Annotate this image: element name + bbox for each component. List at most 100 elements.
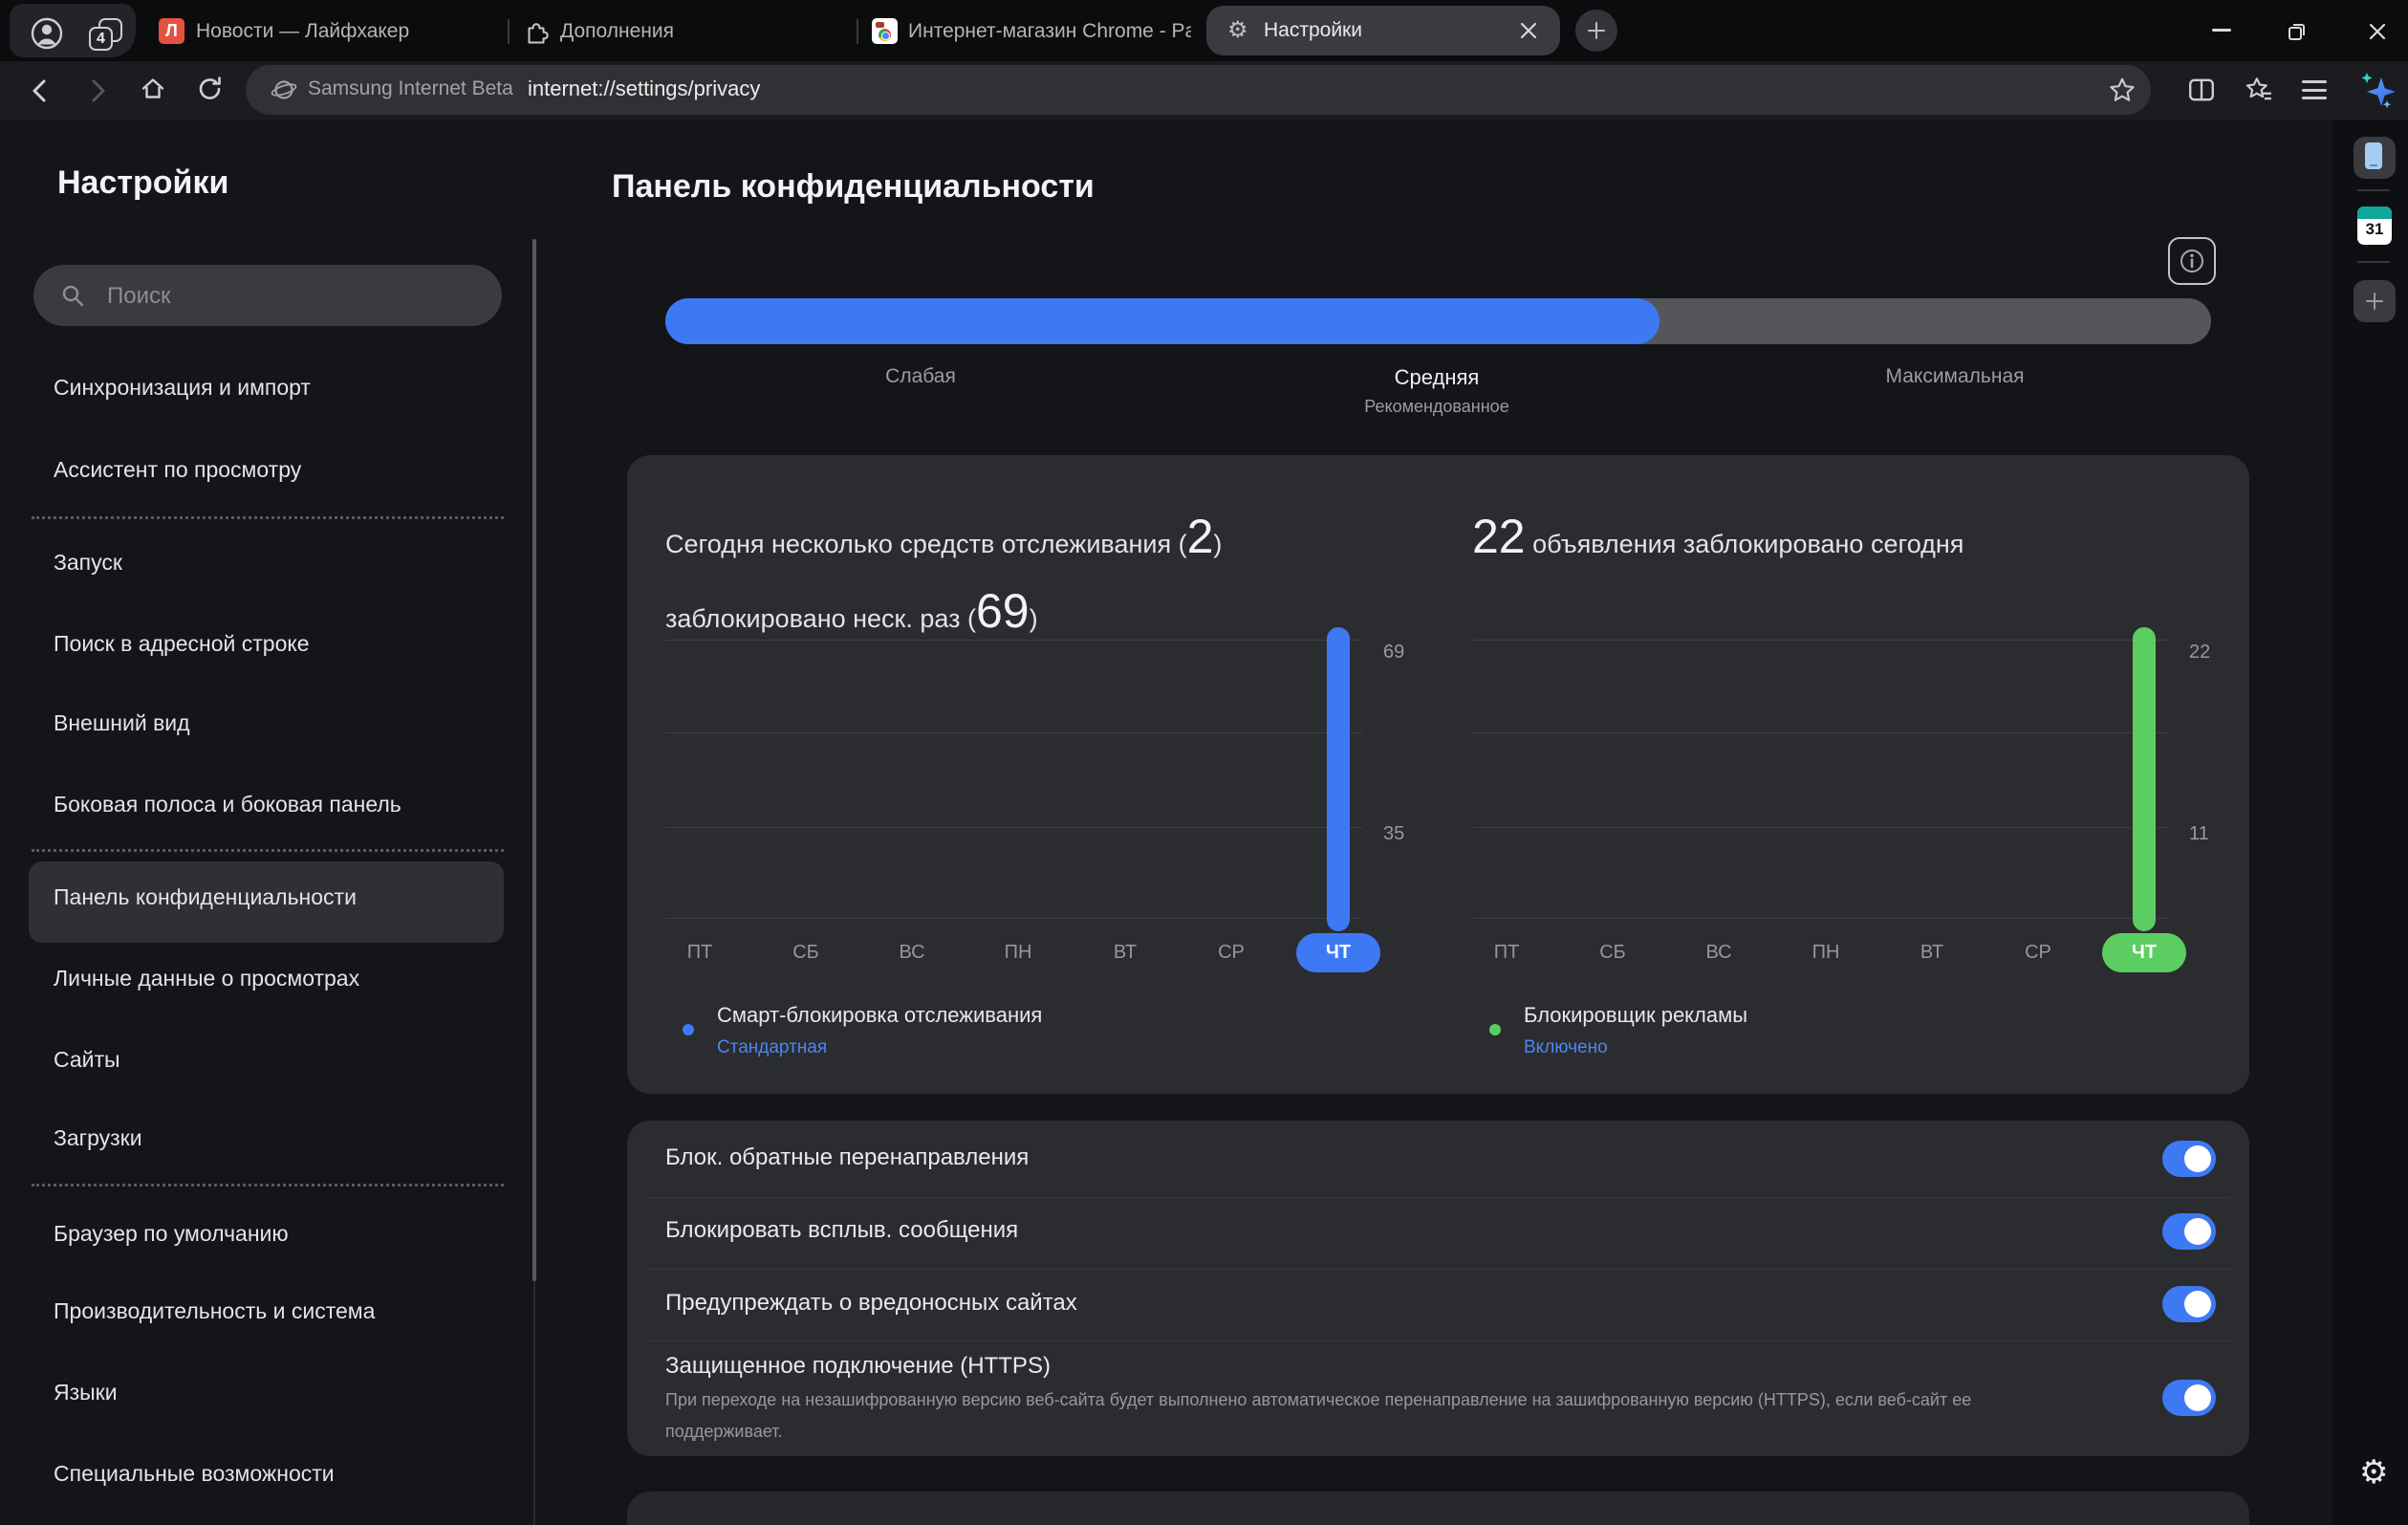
tab-strip: 4 Л Новости — Лайфхакер Дополнения Интер… xyxy=(0,0,2408,61)
ai-sparkles-icon[interactable] xyxy=(2357,71,2396,109)
bookmarks-list-icon[interactable] xyxy=(2245,76,2273,104)
sidebar-item-performance[interactable]: Производительность и система xyxy=(54,1298,376,1323)
legend-smart-antitracking: Смарт-блокировка отслеживания xyxy=(717,1003,1043,1027)
gridline xyxy=(1472,640,2168,641)
samsung-internet-icon xyxy=(271,80,297,99)
trackers-chart-title: Сегодня несколько средств отслеживания (… xyxy=(665,503,1222,652)
sidebar-item-default-browser[interactable]: Браузер по умолчанию xyxy=(54,1221,289,1246)
day-label: ПН xyxy=(1004,942,1032,963)
tab-count-button[interactable]: 4 xyxy=(88,17,122,51)
day-label: ВС xyxy=(899,942,925,963)
split-view-icon[interactable] xyxy=(2187,76,2216,104)
day-pill-thursday: ЧТ xyxy=(1296,933,1380,972)
legend-dot-green xyxy=(1489,1024,1501,1035)
info-button[interactable] xyxy=(2168,237,2216,285)
legend-ad-blocker-status[interactable]: Включено xyxy=(1524,1037,1608,1057)
sidebar-item-appearance[interactable]: Внешний вид xyxy=(54,710,190,735)
add-panel-button[interactable] xyxy=(2354,280,2396,322)
sidebar-item-privacy-dashboard[interactable]: Панель конфиденциальности xyxy=(54,884,357,909)
sidebar-item-address-search[interactable]: Поиск в адресной строке xyxy=(54,631,310,656)
toggle-label-redirects: Блок. обратные перенаправления xyxy=(665,1144,1030,1170)
sidebar-item-languages[interactable]: Языки xyxy=(54,1380,118,1405)
privacy-level-slider[interactable] xyxy=(665,298,2211,344)
restore-button[interactable] xyxy=(2287,21,2308,42)
slider-label-medium[interactable]: Средняя xyxy=(1394,365,1480,389)
close-window-button[interactable] xyxy=(2367,21,2388,42)
close-tab-icon[interactable] xyxy=(1518,20,1539,41)
trackers-title-text3: заблокировано неск. раз ( xyxy=(665,604,976,633)
url-bar[interactable]: Samsung Internet Beta internet://setting… xyxy=(246,65,2151,115)
trackers-title-text2: ) xyxy=(1213,530,1223,558)
toggle-warn-malicious[interactable] xyxy=(2162,1286,2216,1322)
cws-ball-center xyxy=(881,32,890,40)
info-icon xyxy=(2180,250,2203,272)
tab-addons[interactable]: Дополнения xyxy=(560,20,674,42)
page-title: Панель конфиденциальности xyxy=(612,168,1095,205)
rail-divider xyxy=(2357,261,2390,263)
search-box[interactable] xyxy=(33,265,502,328)
sidebar-item-sync[interactable]: Синхронизация и импорт xyxy=(54,375,311,400)
ads-chart-title: 22 объявления заблокировано сегодня xyxy=(1472,503,1963,577)
day-label: СР xyxy=(1218,942,1245,963)
toggle-label-popups: Блокировать всплыв. сообщения xyxy=(665,1217,1019,1243)
home-icon[interactable] xyxy=(140,76,166,102)
sidebar-item-sidebar-panel[interactable]: Боковая полоса и боковая панель xyxy=(54,792,401,817)
plus-icon-v xyxy=(2373,293,2376,310)
sidebar-item-accessibility[interactable]: Специальные возможности xyxy=(54,1461,335,1486)
sidebar-item-downloads[interactable]: Загрузки xyxy=(54,1125,142,1150)
slider-label-weak[interactable]: Слабая xyxy=(885,365,956,387)
toggle-block-redirects[interactable] xyxy=(2162,1141,2216,1177)
continue-on-phone-button[interactable] xyxy=(2354,137,2396,179)
url-text[interactable]: internet://settings/privacy xyxy=(528,76,761,100)
legend-dot-blue xyxy=(683,1024,694,1035)
day-label: ПТ xyxy=(1493,942,1520,963)
refresh-icon[interactable] xyxy=(197,76,224,102)
plus-icon-v xyxy=(1594,22,1598,39)
lifehacker-favicon: Л xyxy=(159,18,184,44)
gridline xyxy=(665,732,1362,733)
back-icon[interactable] xyxy=(29,77,52,104)
sidebar-item-browsing-data[interactable]: Личные данные о просмотрах xyxy=(54,966,360,991)
rail-divider xyxy=(2357,189,2390,191)
tab-divider xyxy=(857,19,858,44)
slider-label-max[interactable]: Максимальная xyxy=(1885,365,2025,387)
day-label: ПТ xyxy=(686,942,713,963)
toggle-https[interactable] xyxy=(2162,1380,2216,1416)
day-label: ВТ xyxy=(1113,942,1138,963)
sidebar-item-startup[interactable]: Запуск xyxy=(54,550,122,575)
privacy-toggles-card: Блок. обратные перенаправления Блокирова… xyxy=(627,1121,2249,1456)
ads-chart: ПТ СБ ВС ПН ВТ СР ЧТ xyxy=(1472,627,2186,972)
next-card-partial xyxy=(627,1492,2249,1525)
menu-icon[interactable] xyxy=(2302,80,2327,99)
minimize-button[interactable] xyxy=(2212,29,2231,32)
url-brand-label: Samsung Internet Beta xyxy=(308,77,513,99)
trackers-title-text: Сегодня несколько средств отслеживания ( xyxy=(665,530,1187,558)
bookmark-star-icon[interactable] xyxy=(2108,76,2137,104)
profile-icon[interactable] xyxy=(31,17,63,50)
tab-news[interactable]: Новости — Лайфхакер xyxy=(196,20,410,42)
gridline xyxy=(1472,732,2168,733)
trackers-blocked-count: 69 xyxy=(975,584,1030,638)
toggle-block-popups[interactable] xyxy=(2162,1213,2216,1250)
gear-icon[interactable]: ⚙ xyxy=(2359,1454,2389,1491)
day-label: СБ xyxy=(1599,942,1626,963)
sidebar-item-assistant[interactable]: Ассистент по просмотру xyxy=(54,457,302,482)
search-input[interactable] xyxy=(105,265,482,328)
new-tab-button[interactable] xyxy=(1575,10,1617,52)
tab-chrome-store[interactable]: Интернет-магазин Chrome - Pa xyxy=(908,20,1191,42)
sidebar-scrollbar-thumb[interactable] xyxy=(532,239,536,1281)
cws-ball xyxy=(879,29,891,41)
ads-count: 22 xyxy=(1472,510,1526,563)
ytick-max: 22 xyxy=(2189,642,2211,663)
legend-smart-antitracking-status[interactable]: Стандартная xyxy=(717,1037,828,1057)
calendar-button[interactable]: 31 xyxy=(2357,207,2392,245)
tab-settings-active[interactable]: ⚙ Настройки xyxy=(1206,6,1560,55)
tab-count: 4 xyxy=(97,31,105,47)
sidebar-divider xyxy=(32,1184,504,1187)
ytick-max: 69 xyxy=(1383,642,1405,663)
row-divider xyxy=(646,1340,2231,1341)
https-description: При переходе на незашифрованную версию в… xyxy=(665,1390,1972,1441)
forward-icon[interactable] xyxy=(86,77,109,104)
sidebar-item-sites[interactable]: Сайты xyxy=(54,1047,120,1072)
